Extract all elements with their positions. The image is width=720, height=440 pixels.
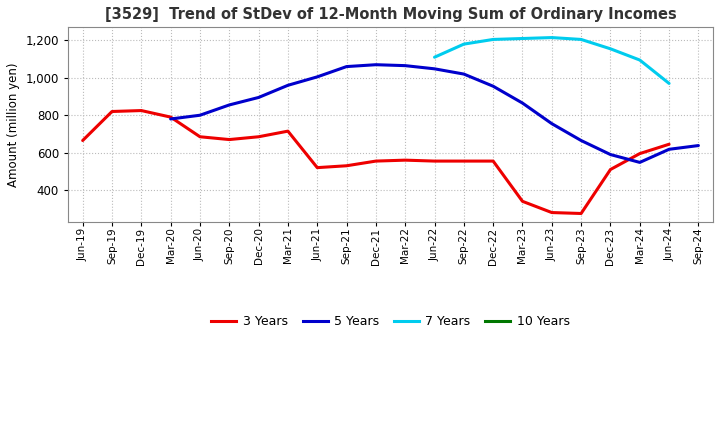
3 Years	[254, 134, 263, 139]
5 Years	[225, 103, 233, 108]
7 Years	[518, 36, 527, 41]
5 Years	[547, 121, 556, 126]
3 Years	[313, 165, 322, 170]
3 Years	[196, 134, 204, 139]
5 Years	[636, 160, 644, 165]
3 Years	[547, 210, 556, 215]
5 Years	[694, 143, 703, 148]
3 Years	[225, 137, 233, 142]
3 Years	[166, 114, 175, 120]
7 Years	[577, 37, 585, 42]
5 Years	[606, 152, 615, 157]
5 Years	[665, 147, 673, 152]
3 Years	[489, 158, 498, 164]
3 Years	[78, 138, 87, 143]
Title: [3529]  Trend of StDev of 12-Month Moving Sum of Ordinary Incomes: [3529] Trend of StDev of 12-Month Moving…	[104, 7, 676, 22]
7 Years	[665, 81, 673, 86]
3 Years	[665, 142, 673, 147]
Y-axis label: Amount (million yen): Amount (million yen)	[7, 62, 20, 187]
5 Years	[372, 62, 380, 67]
5 Years	[459, 71, 468, 77]
Line: 3 Years: 3 Years	[83, 110, 669, 213]
5 Years	[254, 95, 263, 100]
5 Years	[401, 63, 410, 68]
3 Years	[401, 158, 410, 163]
3 Years	[636, 151, 644, 156]
3 Years	[108, 109, 117, 114]
3 Years	[342, 163, 351, 169]
Legend: 3 Years, 5 Years, 7 Years, 10 Years: 3 Years, 5 Years, 7 Years, 10 Years	[207, 310, 575, 333]
5 Years	[342, 64, 351, 69]
7 Years	[636, 57, 644, 62]
7 Years	[547, 35, 556, 40]
7 Years	[489, 37, 498, 42]
5 Years	[518, 100, 527, 106]
5 Years	[489, 84, 498, 89]
7 Years	[431, 55, 439, 60]
3 Years	[284, 128, 292, 134]
5 Years	[431, 66, 439, 71]
5 Years	[284, 83, 292, 88]
5 Years	[313, 74, 322, 80]
3 Years	[431, 158, 439, 164]
3 Years	[137, 108, 145, 113]
3 Years	[372, 158, 380, 164]
Line: 5 Years: 5 Years	[171, 65, 698, 162]
3 Years	[577, 211, 585, 216]
5 Years	[577, 138, 585, 143]
3 Years	[606, 167, 615, 172]
Line: 7 Years: 7 Years	[435, 37, 669, 84]
7 Years	[606, 46, 615, 51]
7 Years	[459, 41, 468, 47]
3 Years	[459, 158, 468, 164]
3 Years	[518, 199, 527, 204]
5 Years	[196, 113, 204, 118]
5 Years	[166, 116, 175, 121]
